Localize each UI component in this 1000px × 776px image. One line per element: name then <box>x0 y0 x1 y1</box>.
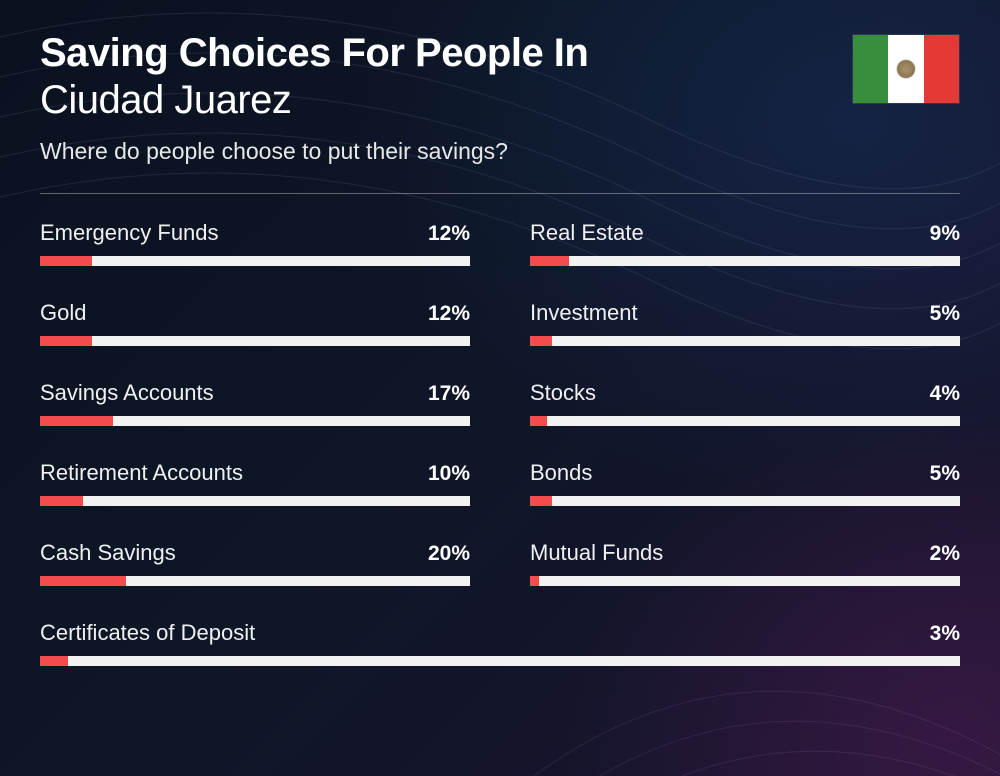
bar-fill <box>530 336 552 346</box>
bar-value: 9% <box>930 222 960 246</box>
bar-fill <box>40 576 126 586</box>
bar-item: Mutual Funds 2% <box>530 540 960 586</box>
bar-fill <box>40 496 83 506</box>
bar-track <box>40 496 470 506</box>
bar-item: Emergency Funds 12% <box>40 220 470 266</box>
bar-track <box>40 336 470 346</box>
bar-value: 3% <box>930 622 960 646</box>
bar-value: 20% <box>428 542 470 566</box>
bar-track <box>40 656 960 666</box>
bar-label: Cash Savings <box>40 540 176 566</box>
bar-label: Retirement Accounts <box>40 460 243 486</box>
bar-fill <box>530 576 539 586</box>
bar-value: 5% <box>930 302 960 326</box>
header-divider <box>40 193 960 194</box>
bar-label: Savings Accounts <box>40 380 214 406</box>
bar-value: 10% <box>428 462 470 486</box>
bar-label: Certificates of Deposit <box>40 620 255 646</box>
bar-track <box>40 416 470 426</box>
bar-header: Bonds 5% <box>530 460 960 486</box>
flag-stripe-green <box>853 35 888 103</box>
bar-track <box>530 576 960 586</box>
bar-value: 2% <box>930 542 960 566</box>
bar-track <box>530 336 960 346</box>
bar-value: 4% <box>930 382 960 406</box>
bar-fill <box>40 256 92 266</box>
bar-header: Savings Accounts 17% <box>40 380 470 406</box>
bar-label: Real Estate <box>530 220 644 246</box>
header-row: Saving Choices For People In Ciudad Juar… <box>40 30 960 165</box>
bar-value: 5% <box>930 462 960 486</box>
bar-item: Certificates of Deposit 3% <box>40 620 960 666</box>
bar-item: Investment 5% <box>530 300 960 346</box>
bar-fill <box>40 656 68 666</box>
bar-header: Emergency Funds 12% <box>40 220 470 246</box>
bar-item: Retirement Accounts 10% <box>40 460 470 506</box>
bar-fill <box>530 416 547 426</box>
bar-fill <box>530 496 552 506</box>
bar-header: Mutual Funds 2% <box>530 540 960 566</box>
bar-track <box>530 416 960 426</box>
title-block: Saving Choices For People In Ciudad Juar… <box>40 30 852 165</box>
bar-item: Cash Savings 20% <box>40 540 470 586</box>
bar-track <box>530 256 960 266</box>
mexico-flag-icon <box>852 34 960 104</box>
bar-item: Stocks 4% <box>530 380 960 426</box>
bar-value: 12% <box>428 302 470 326</box>
bar-item: Gold 12% <box>40 300 470 346</box>
bar-fill <box>530 256 569 266</box>
bars-grid: Emergency Funds 12% Real Estate 9% Gold 12% In… <box>40 220 960 666</box>
bar-header: Investment 5% <box>530 300 960 326</box>
bar-label: Mutual Funds <box>530 540 663 566</box>
bar-fill <box>40 416 113 426</box>
page-subtitle: Where do people choose to put their savi… <box>40 138 852 165</box>
bar-header: Stocks 4% <box>530 380 960 406</box>
bar-label: Gold <box>40 300 86 326</box>
bar-header: Real Estate 9% <box>530 220 960 246</box>
bar-header: Gold 12% <box>40 300 470 326</box>
bar-item: Real Estate 9% <box>530 220 960 266</box>
bar-value: 12% <box>428 222 470 246</box>
bar-fill <box>40 336 92 346</box>
bar-label: Emergency Funds <box>40 220 219 246</box>
bar-header: Certificates of Deposit 3% <box>40 620 960 646</box>
bar-value: 17% <box>428 382 470 406</box>
page-title-line-1: Saving Choices For People In <box>40 30 852 76</box>
bar-track <box>40 256 470 266</box>
bar-item: Bonds 5% <box>530 460 960 506</box>
flag-stripe-red <box>924 35 959 103</box>
bar-label: Stocks <box>530 380 596 406</box>
bar-item: Savings Accounts 17% <box>40 380 470 426</box>
bar-track <box>530 496 960 506</box>
bar-label: Investment <box>530 300 638 326</box>
bar-header: Retirement Accounts 10% <box>40 460 470 486</box>
page-title-line-2: Ciudad Juarez <box>40 78 852 122</box>
bar-label: Bonds <box>530 460 592 486</box>
bar-track <box>40 576 470 586</box>
flag-emblem-icon <box>896 59 916 79</box>
bar-header: Cash Savings 20% <box>40 540 470 566</box>
